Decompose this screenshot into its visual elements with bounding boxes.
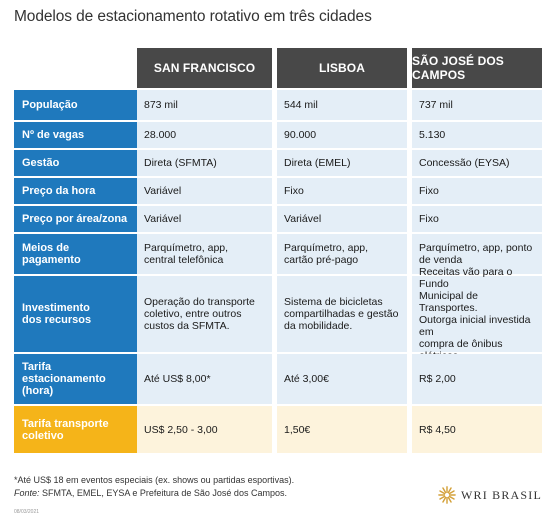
column-header-san-francisco: SAN FRANCISCO (137, 48, 272, 88)
wri-brasil-logo: WRI BRASIL (438, 486, 542, 504)
page-title: Modelos de estacionamento rotativo em tr… (14, 8, 372, 25)
source-text: SFMTA, EMEL, EYSA e Prefeitura de São Jo… (39, 488, 287, 498)
wri-sun-logo-icon (438, 486, 456, 504)
row-populacao: População 873 mil 544 mil 737 mil (14, 90, 542, 120)
row-gestao: Gestão Direta (SFMTA) Direta (EMEL) Conc… (14, 150, 542, 176)
table-cell: Sistema de bicicletas compartilhadas e g… (277, 276, 407, 352)
table-cell: Variável (137, 206, 272, 232)
row-preco-da-hora: Preço da hora Variável Fixo Fixo (14, 178, 542, 204)
footnote: *Até US$ 18 em eventos especiais (ex. sh… (14, 475, 295, 485)
row-investimento-dos-recursos: Investimento dos recursos Operação do tr… (14, 266, 542, 362)
row-label: Gestão (14, 150, 137, 176)
row-label: Meios de pagamento (14, 234, 137, 274)
row-meios-de-pagamento: Meios de pagamento Parquímetro, app, cen… (14, 234, 542, 274)
row-numero-de-vagas: Nº de vagas 28.000 90.000 5.130 (14, 122, 542, 148)
table-cell: 28.000 (137, 122, 272, 148)
row-tarifa-transporte-coletivo: Tarifa transporte coletivo US$ 2,50 - 3,… (14, 406, 542, 453)
table-cell: Parquímetro, app, cartão pré-pago (277, 234, 407, 274)
table-cell: 5.130 (412, 122, 542, 148)
row-label: Nº de vagas (14, 122, 137, 148)
publication-date: 08/03/2021 (14, 509, 40, 515)
table-cell: Direta (EMEL) (277, 150, 407, 176)
table-cell: Receitas vão para o Fundo Municipal de T… (412, 266, 542, 362)
column-header-sao-jose-dos-campos: SÃO JOSÉ DOS CAMPOS (412, 48, 542, 88)
table-cell: Concessão (EYSA) (412, 150, 542, 176)
table-cell: Parquímetro, app, central telefônica (137, 234, 272, 274)
column-header-lisboa: LISBOA (277, 48, 407, 88)
table-cell: 1,50€ (277, 406, 407, 453)
table-cell: R$ 4,50 (412, 406, 542, 453)
row-label: Tarifa transporte coletivo (14, 406, 137, 453)
row-label: População (14, 90, 137, 120)
table-cell: Direta (SFMTA) (137, 150, 272, 176)
table-cell: Até US$ 8,00* (137, 354, 272, 404)
table-cell: Operação do transporte coletivo, entre o… (137, 276, 272, 352)
table-cell: US$ 2,50 - 3,00 (137, 406, 272, 453)
table-cell: Parquímetro, app, ponto de venda (412, 234, 542, 274)
table-header-row: SAN FRANCISCO LISBOA SÃO JOSÉ DOS CAMPOS (14, 48, 542, 88)
row-label: Preço da hora (14, 178, 137, 204)
table-cell: 873 mil (137, 90, 272, 120)
logo-text: WRI BRASIL (461, 487, 542, 502)
table-cell: 544 mil (277, 90, 407, 120)
table-cell: Fixo (277, 178, 407, 204)
table-cell: Variável (137, 178, 272, 204)
comparison-table: SAN FRANCISCO LISBOA SÃO JOSÉ DOS CAMPOS… (14, 48, 542, 453)
row-preco-por-area-zona: Preço por área/zona Variável Variável Fi… (14, 206, 542, 232)
table-cell: 737 mil (412, 90, 542, 120)
row-label: Preço por área/zona (14, 206, 137, 232)
table-cell: Variável (277, 206, 407, 232)
source-note: Fonte: SFMTA, EMEL, EYSA e Prefeitura de… (14, 487, 287, 499)
row-tarifa-estacionamento: Tarifa estacionamento (hora) Até US$ 8,0… (14, 354, 542, 404)
source-label: Fonte: (14, 488, 40, 498)
row-label: Investimento dos recursos (14, 276, 137, 352)
header-spacer (14, 48, 137, 88)
table-cell: Fixo (412, 178, 542, 204)
table-cell: R$ 2,00 (412, 354, 542, 404)
table-cell: Até 3,00€ (277, 354, 407, 404)
row-label: Tarifa estacionamento (hora) (14, 354, 137, 404)
table-cell: Fixo (412, 206, 542, 232)
table-cell: 90.000 (277, 122, 407, 148)
